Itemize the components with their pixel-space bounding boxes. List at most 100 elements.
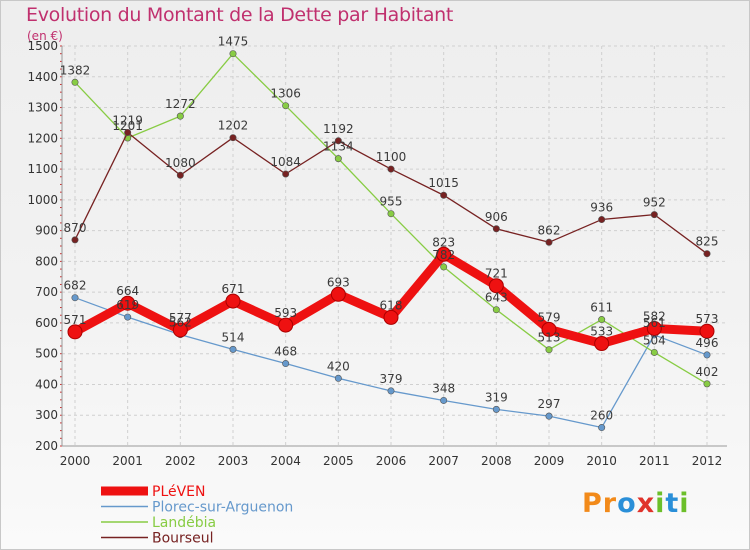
y-tick-label: 300 [35, 408, 58, 422]
logo-letter: i [679, 488, 690, 519]
data-label: 571 [64, 313, 87, 327]
data-point [545, 412, 553, 420]
data-label: 906 [485, 210, 508, 224]
y-tick-label: 1100 [27, 162, 58, 176]
data-label: 514 [222, 330, 245, 344]
proxiti-logo: Proxiti [582, 488, 690, 519]
data-label: 611 [590, 301, 613, 315]
data-label: 1272 [165, 97, 196, 111]
x-tick-label: 2012 [692, 454, 723, 468]
legend-label: Plorec-sur-Arguenon [152, 500, 293, 516]
data-point [282, 102, 290, 110]
data-label: 420 [327, 359, 350, 373]
data-label: 577 [169, 311, 192, 325]
x-tick-label: 2004 [270, 454, 301, 468]
data-label: 936 [590, 201, 613, 215]
x-tick-label: 2001 [112, 454, 143, 468]
logo-letter: P [582, 488, 603, 519]
data-label: 862 [538, 223, 561, 237]
data-label: 870 [64, 221, 87, 235]
data-point [545, 238, 553, 246]
y-tick-label: 1200 [27, 131, 58, 145]
y-tick-label: 700 [35, 285, 58, 299]
data-label: 579 [538, 310, 561, 324]
data-label: 582 [643, 309, 666, 323]
data-point [541, 321, 557, 337]
y-tick-label: 1500 [27, 39, 58, 53]
y-tick-label: 400 [35, 377, 58, 391]
legend-label: Landébia [152, 515, 216, 531]
data-label: 1192 [323, 122, 354, 136]
data-point [278, 317, 294, 333]
data-point [703, 380, 711, 388]
legend: PLéVENPlorec-sur-ArguenonLandébiaBourseu… [101, 484, 293, 547]
data-point [383, 309, 399, 325]
data-label: 643 [485, 291, 508, 305]
data-point [229, 50, 237, 58]
y-tick-label: 1000 [27, 193, 58, 207]
data-label: 260 [590, 409, 613, 423]
data-label: 618 [380, 298, 403, 312]
y-tick-label: 1300 [27, 101, 58, 115]
data-point [334, 137, 342, 145]
data-point [120, 295, 136, 311]
y-tick-label: 500 [35, 347, 58, 361]
legend-label: Bourseul [152, 531, 213, 547]
data-point [71, 78, 79, 86]
data-point [67, 324, 83, 340]
data-point [492, 405, 500, 413]
logo-letter: o [617, 488, 637, 519]
data-point [124, 128, 132, 136]
data-point [176, 112, 184, 120]
data-point [488, 278, 504, 294]
data-point [387, 387, 395, 395]
data-labels: 571 664 577 671 593 693 618 823 721 579 533 582 573 6… [60, 35, 719, 423]
data-label: 379 [380, 372, 403, 386]
data-label: 955 [380, 195, 403, 209]
x-tick-label: 2009 [534, 454, 565, 468]
data-point [646, 320, 662, 336]
data-point [71, 294, 79, 302]
data-label: 619 [116, 298, 139, 312]
data-point [71, 236, 79, 244]
data-label: 1015 [428, 176, 459, 190]
x-tick-label: 2010 [586, 454, 617, 468]
data-point [650, 211, 658, 219]
data-label: 562 [169, 316, 192, 330]
data-point [440, 191, 448, 199]
data-label: 1306 [270, 87, 301, 101]
x-tick-label: 2003 [218, 454, 249, 468]
data-label: 823 [432, 235, 455, 249]
logo-letter: t [665, 488, 680, 519]
data-label: 664 [116, 284, 139, 298]
data-label: 1080 [165, 156, 196, 170]
y-tick-label: 900 [35, 224, 58, 238]
x-tick-label: 2002 [165, 454, 196, 468]
data-point [124, 313, 132, 321]
y-tick-label: 200 [35, 439, 58, 453]
data-label: 825 [696, 235, 719, 249]
data-label: 561 [643, 316, 666, 330]
chart-subtitle: (en €) [27, 29, 63, 43]
data-point [282, 170, 290, 178]
data-label: 402 [696, 365, 719, 379]
data-point [176, 171, 184, 179]
data-point [699, 323, 715, 339]
data-point [229, 345, 237, 353]
axes: 200 300 400 500 600 700 800 900 1000 1100 1200 1300… [27, 39, 727, 468]
data-point [282, 360, 290, 368]
data-label: 782 [432, 248, 455, 262]
data-label: 693 [327, 275, 350, 289]
data-point [225, 293, 241, 309]
logo-letter: r [602, 488, 618, 519]
data-label: 682 [64, 279, 87, 293]
data-label: 504 [643, 333, 666, 347]
x-tick-label: 2000 [60, 454, 91, 468]
data-point [492, 306, 500, 314]
data-label: 1201 [112, 119, 143, 133]
data-label: 573 [696, 312, 719, 326]
logo-letter: i [655, 488, 666, 519]
data-point [172, 322, 188, 338]
